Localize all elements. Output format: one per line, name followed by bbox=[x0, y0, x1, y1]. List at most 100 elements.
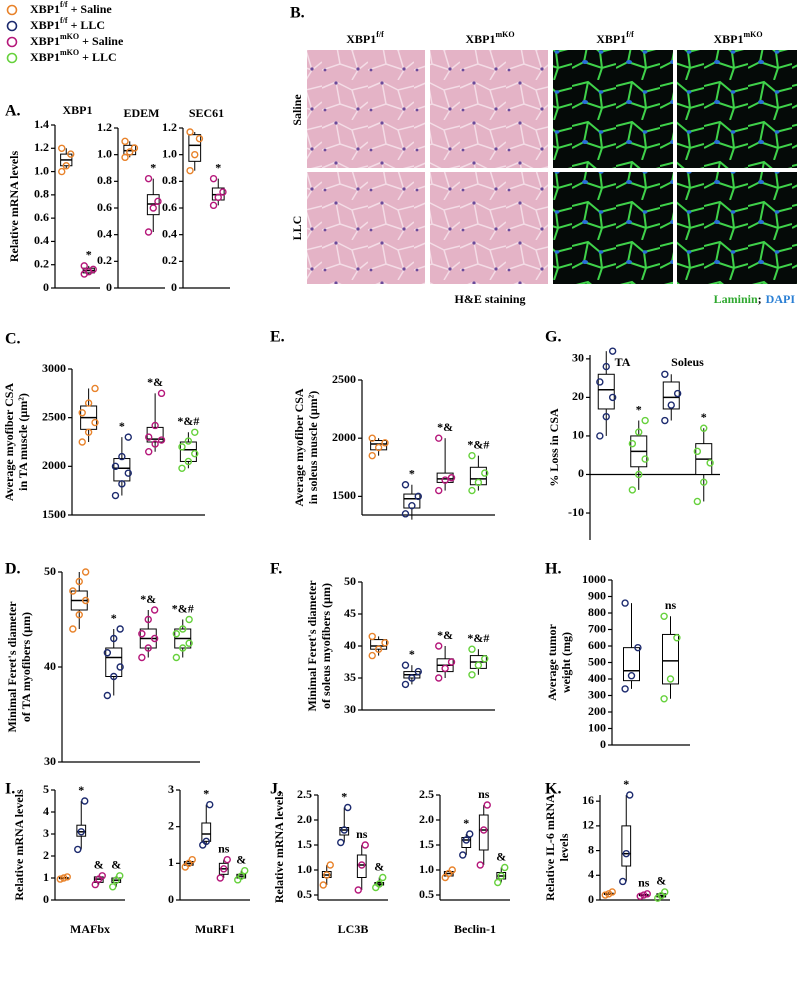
data-point bbox=[661, 416, 669, 425]
data-point bbox=[368, 651, 376, 660]
y-tick-label: 0 bbox=[43, 892, 49, 906]
box bbox=[105, 647, 123, 677]
y-tick-label: 45 bbox=[344, 606, 356, 620]
data-point bbox=[179, 625, 187, 633]
data-point bbox=[494, 878, 502, 887]
data-point bbox=[621, 599, 629, 607]
data-point bbox=[62, 162, 70, 170]
if-label-part: ; bbox=[758, 292, 762, 306]
y-tick-label: 0.2 bbox=[162, 253, 177, 267]
panel-letter: C. bbox=[5, 331, 21, 348]
data-point bbox=[126, 148, 134, 156]
annotation: * bbox=[623, 777, 629, 791]
data-point bbox=[448, 866, 456, 874]
data-point bbox=[401, 481, 410, 489]
if-image bbox=[553, 50, 673, 168]
label-text: XBP1mKO bbox=[465, 30, 514, 46]
y-label: Relative mRNA levels bbox=[7, 151, 21, 263]
data-point bbox=[337, 838, 345, 847]
annotation: * bbox=[203, 786, 209, 800]
y-tick-label: 40 bbox=[344, 638, 356, 652]
data-point bbox=[124, 469, 132, 477]
panel-letter: I. bbox=[5, 781, 15, 798]
data-point bbox=[75, 611, 83, 619]
annotation: * bbox=[463, 816, 469, 830]
data-point bbox=[220, 865, 228, 873]
he-image bbox=[307, 172, 425, 284]
data-point bbox=[660, 695, 668, 703]
y-tick-label: 1.0 bbox=[162, 146, 177, 160]
data-point bbox=[56, 875, 64, 883]
superscript: f/f bbox=[60, 16, 68, 25]
gene: XBP1 bbox=[30, 2, 60, 16]
annotation: ns bbox=[478, 787, 490, 801]
data-point bbox=[468, 451, 476, 460]
data-point bbox=[441, 476, 449, 484]
data-point bbox=[344, 803, 352, 812]
y-label: Relative mRNA levels bbox=[12, 789, 26, 901]
data-point bbox=[144, 174, 153, 183]
data-point bbox=[110, 672, 118, 681]
data-point bbox=[209, 201, 218, 210]
box bbox=[370, 639, 388, 650]
data-point bbox=[184, 457, 193, 466]
annotation: & bbox=[236, 852, 246, 866]
data-point bbox=[693, 447, 702, 456]
data-point bbox=[474, 478, 483, 487]
y-tick-label: 1.5 bbox=[419, 837, 434, 851]
data-point bbox=[145, 448, 153, 456]
data-point bbox=[112, 876, 120, 884]
data-point bbox=[673, 389, 682, 398]
label-text: XBP1f/f + LLC bbox=[30, 16, 105, 32]
data-point bbox=[468, 645, 476, 653]
data-point bbox=[223, 855, 231, 864]
data-point bbox=[150, 606, 159, 614]
data-point bbox=[601, 891, 609, 899]
y-tick-label: 1000 bbox=[582, 572, 606, 586]
row-label: Saline bbox=[290, 94, 304, 126]
data-point bbox=[178, 443, 186, 451]
data-point bbox=[178, 464, 186, 472]
y-tick-label: 0 bbox=[106, 280, 112, 294]
data-point bbox=[441, 664, 449, 673]
box bbox=[621, 825, 632, 867]
data-point bbox=[111, 491, 120, 500]
data-point bbox=[435, 486, 443, 495]
data-point bbox=[608, 393, 617, 402]
data-point bbox=[118, 480, 126, 488]
data-point bbox=[179, 644, 187, 652]
legend-marker bbox=[6, 36, 18, 48]
data-point bbox=[144, 644, 152, 652]
y-tick-label: 4 bbox=[43, 804, 49, 818]
y-tick-label: 0 bbox=[588, 892, 594, 906]
annotation: * bbox=[150, 160, 156, 174]
superscript: mKO bbox=[60, 48, 79, 57]
chart-title: SEC61 bbox=[189, 106, 224, 120]
if-label-part: Laminin bbox=[714, 292, 758, 306]
label-text: XBP1f/f bbox=[596, 30, 634, 46]
data-point bbox=[368, 451, 376, 460]
data-point bbox=[319, 881, 327, 889]
y-tick-label: 10 bbox=[572, 428, 584, 442]
y-tick-label: 700 bbox=[588, 621, 606, 635]
data-point bbox=[67, 150, 75, 158]
superscript: mKO bbox=[495, 30, 514, 39]
y-label: Relative IL-6 mRNA bbox=[543, 794, 557, 901]
gene: XBP1 bbox=[596, 32, 626, 46]
data-point bbox=[151, 440, 159, 448]
annotation: *& bbox=[140, 592, 156, 606]
y-label: Average myofiber CSA bbox=[2, 383, 16, 502]
legend-marker bbox=[6, 4, 18, 16]
annotation: *& bbox=[437, 628, 453, 642]
box bbox=[188, 134, 202, 162]
data-point bbox=[627, 672, 636, 680]
x-label: LC3B bbox=[338, 922, 369, 936]
data-point bbox=[447, 474, 456, 482]
data-point bbox=[69, 587, 77, 595]
data-point bbox=[447, 658, 456, 666]
y-tick-label: 1.0 bbox=[297, 862, 312, 876]
legend-marker bbox=[6, 52, 18, 64]
box bbox=[201, 822, 212, 842]
y-tick-label: 1500 bbox=[332, 488, 356, 502]
y-tick-label: 0.4 bbox=[97, 226, 112, 240]
